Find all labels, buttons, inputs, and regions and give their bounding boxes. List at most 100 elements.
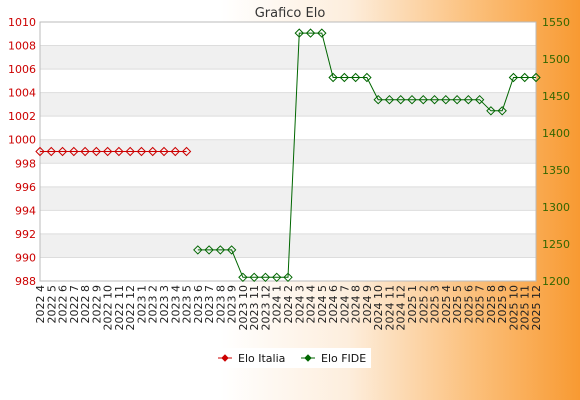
x-tick-label: 2023 12 [259,285,272,331]
data-point [350,72,361,83]
data-point [407,94,417,105]
x-tick-label: 2022 12 [124,285,137,331]
x-tick-label: 2024 10 [372,285,385,331]
x-tick-label: 2025 3 [429,285,442,324]
grid-band [40,92,536,117]
grid-band [40,163,536,187]
x-tick-label: 2025 11 [519,285,532,331]
data-point [181,146,192,157]
left-tick-label: 992 [15,228,36,241]
x-tick-label: 2023 4 [169,285,182,324]
series-line [197,32,536,278]
left-axis-ticks: 988 990 992 994 996 998 1000 1002 1004 1006 1008 10… [8,16,36,288]
data-point [69,146,79,157]
x-tick-label: 2023 11 [248,285,261,331]
left-tick-label: 1000 [8,134,36,147]
x-tick-label: 2024 1 [271,285,284,324]
data-point [80,146,90,157]
data-point [305,28,316,38]
data-point [170,146,180,157]
data-point [531,72,541,83]
x-tick-label: 2024 6 [327,285,340,324]
right-tick-label: 1450 [542,90,570,103]
data-point [159,146,169,157]
x-tick-label: 2025 9 [496,285,509,324]
data-point [362,72,372,83]
x-tick-label: 2023 1 [135,285,148,324]
left-tick-label: 996 [15,181,36,194]
x-tick-label: 2024 8 [350,285,363,324]
data-point [384,94,395,105]
x-tick-label: 2023 5 [181,285,194,324]
left-tick-label: 1006 [8,63,36,76]
data-point [294,28,304,38]
right-tick-label: 1550 [542,16,570,29]
data-point [429,94,440,105]
data-point [474,94,485,105]
data-point [114,146,124,157]
x-tick-label: 2023 3 [158,285,171,324]
legend-swatch-marker [221,354,229,362]
left-tick-label: 990 [15,251,36,264]
x-tick-label: 2022 7 [68,285,81,324]
x-tick-label: 2024 4 [305,285,318,324]
series-layer [35,28,541,283]
right-tick-label: 1500 [542,53,570,66]
left-tick-label: 1002 [8,110,36,123]
x-tick-label: 2024 11 [383,285,396,331]
grid-band [40,233,536,258]
left-tick-label: 998 [15,157,36,170]
data-point [373,94,383,105]
grid-band [40,210,536,234]
data-point [136,146,147,157]
left-tick-label: 988 [15,275,36,288]
x-tick-label: 2022 4 [34,285,47,324]
grid-bands [40,21,536,282]
x-tick-label: 2023 6 [192,285,205,324]
data-point [497,106,507,116]
x-tick-label: 2024 5 [316,285,329,324]
grid-band [40,45,536,70]
x-tick-label: 2025 10 [507,285,520,331]
left-tick-label: 994 [15,204,36,217]
x-tick-label: 2023 2 [147,285,160,324]
data-point [463,94,474,105]
x-tick-label: 2025 12 [530,285,543,331]
right-tick-label: 1200 [542,275,570,288]
data-point [148,146,158,157]
data-point [226,245,237,255]
data-point [46,146,56,157]
data-point [272,272,282,283]
left-tick-label: 1010 [8,16,36,29]
right-tick-label: 1350 [542,164,570,177]
data-point [260,272,271,283]
data-point [57,146,68,157]
data-point [441,94,451,105]
data-point [215,245,226,255]
data-point [486,106,496,116]
x-tick-label: 2023 10 [237,285,250,331]
x-tick-label: 2023 9 [226,285,239,324]
data-point [283,272,293,283]
x-tick-label: 2022 11 [113,285,126,331]
right-tick-label: 1400 [542,127,570,140]
right-tick-label: 1250 [542,238,570,251]
data-point [193,245,203,255]
x-tick-label: 2025 7 [474,285,487,324]
data-point [35,146,45,157]
data-point [396,94,406,105]
x-tick-label: 2024 12 [395,285,408,331]
x-tick-label: 2022 8 [79,285,92,324]
data-point [102,146,113,157]
x-tick-label: 2023 8 [214,285,227,324]
legend-label: Elo Italia [238,352,285,365]
legend-item: Elo Italia [218,352,285,365]
x-tick-label: 2022 5 [45,285,58,324]
data-point [125,146,135,157]
data-point [508,72,519,83]
left-tick-label: 1008 [8,40,36,53]
x-tick-label: 2024 3 [293,285,306,324]
x-tick-label: 2025 6 [462,285,475,324]
